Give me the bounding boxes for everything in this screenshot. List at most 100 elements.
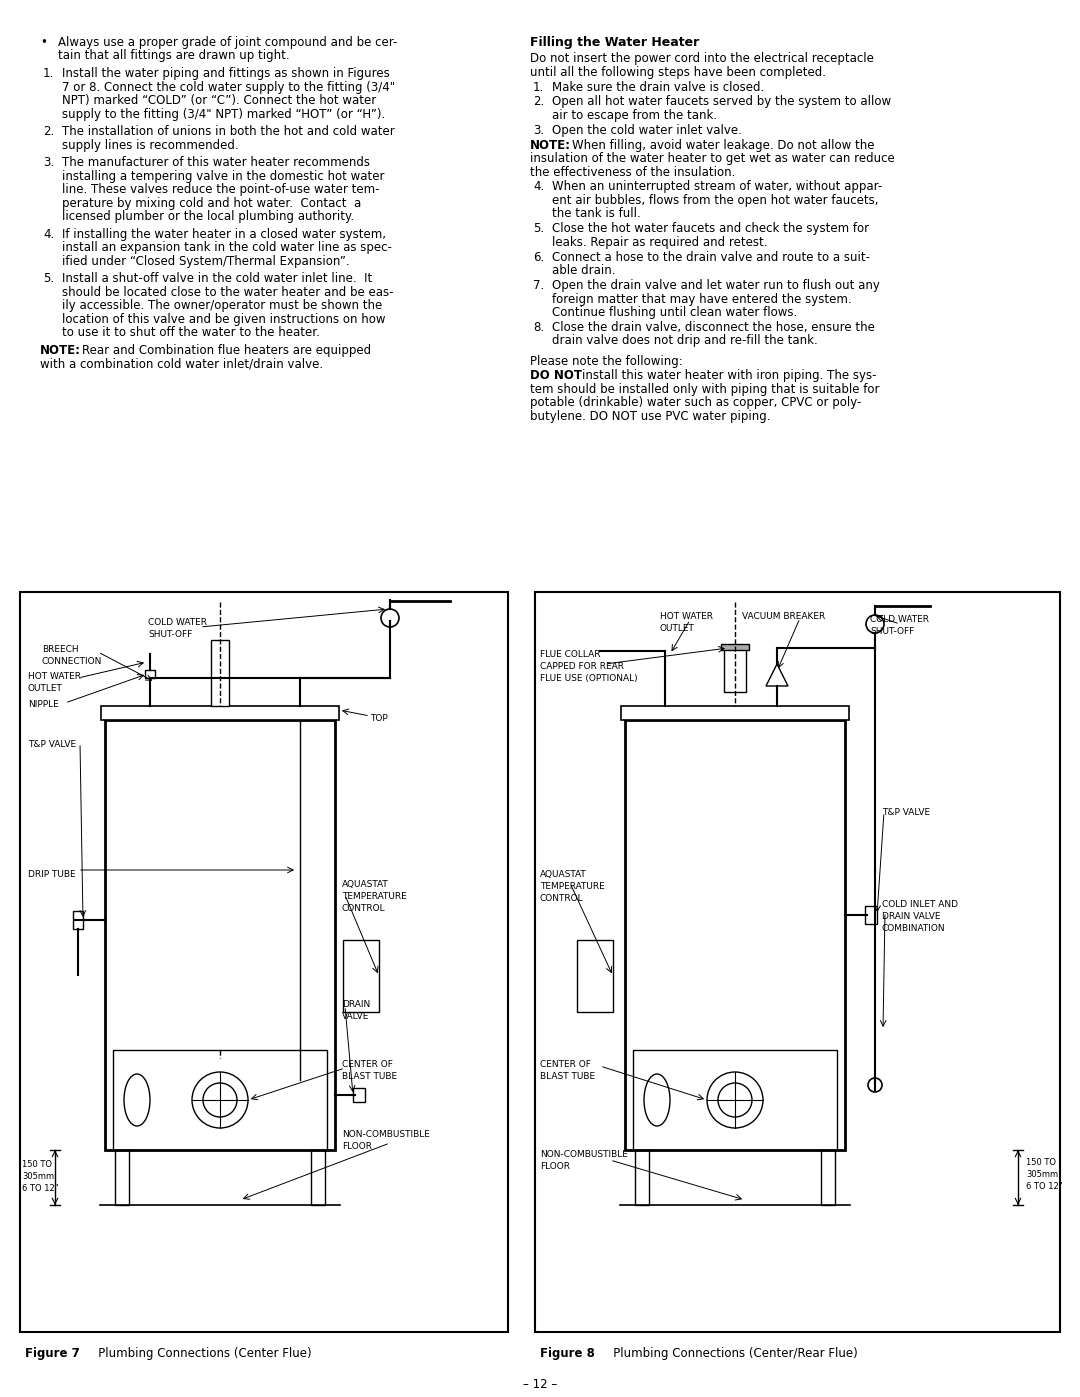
Text: tem should be installed only with piping that is suitable for: tem should be installed only with piping… <box>530 383 879 395</box>
Text: with a combination cold water inlet/drain valve.: with a combination cold water inlet/drai… <box>40 358 323 370</box>
Text: Figure 8: Figure 8 <box>540 1347 595 1361</box>
Text: 5.: 5. <box>534 222 544 235</box>
Bar <box>633 1051 837 1150</box>
Text: Close the drain valve, disconnect the hose, ensure the: Close the drain valve, disconnect the ho… <box>552 321 875 334</box>
Text: If installing the water heater in a closed water system,: If installing the water heater in a clos… <box>62 228 386 240</box>
Text: until all the following steps have been completed.: until all the following steps have been … <box>530 66 826 78</box>
Text: CAPPED FOR REAR: CAPPED FOR REAR <box>540 662 624 671</box>
Text: install an expansion tank in the cold water line as spec-: install an expansion tank in the cold wa… <box>62 242 392 254</box>
Text: 6.: 6. <box>534 250 544 264</box>
Text: install this water heater with iron piping. The sys-: install this water heater with iron pipi… <box>582 369 877 383</box>
Text: ent air bubbles, flows from the open hot water faucets,: ent air bubbles, flows from the open hot… <box>552 194 878 207</box>
Text: AQUASTAT: AQUASTAT <box>540 870 586 879</box>
Text: DRAIN: DRAIN <box>342 1000 370 1009</box>
Text: COLD WATER: COLD WATER <box>870 615 929 624</box>
Bar <box>635 1150 649 1206</box>
Bar <box>311 1150 325 1206</box>
Text: 4.: 4. <box>534 180 544 193</box>
Bar <box>343 940 379 1011</box>
Bar <box>145 671 156 678</box>
Text: VACUUM BREAKER: VACUUM BREAKER <box>742 612 825 622</box>
Text: FLOOR: FLOOR <box>540 1162 570 1171</box>
Text: 1.: 1. <box>43 67 54 80</box>
Text: drain valve does not drip and re-fill the tank.: drain valve does not drip and re-fill th… <box>552 334 818 348</box>
Text: butylene. DO NOT use PVC water piping.: butylene. DO NOT use PVC water piping. <box>530 409 770 423</box>
Text: NOTE:: NOTE: <box>530 138 571 152</box>
Text: When an uninterrupted stream of water, without appar-: When an uninterrupted stream of water, w… <box>552 180 882 193</box>
Text: BREECH: BREECH <box>42 645 79 654</box>
Text: supply to the fitting (3/4" NPT) marked “HOT” (or “H”).: supply to the fitting (3/4" NPT) marked … <box>62 108 386 120</box>
Text: DRAIN VALVE: DRAIN VALVE <box>882 912 941 921</box>
Text: insulation of the water heater to get wet as water can reduce: insulation of the water heater to get we… <box>530 152 894 165</box>
Bar <box>577 940 613 1011</box>
Text: 150 TO: 150 TO <box>1026 1158 1056 1166</box>
Text: CONTROL: CONTROL <box>342 904 386 914</box>
Text: NON-COMBUSTIBLE: NON-COMBUSTIBLE <box>342 1130 430 1139</box>
Text: Install a shut-off valve in the cold water inlet line.  It: Install a shut-off valve in the cold wat… <box>62 272 373 285</box>
Text: NIPPLE: NIPPLE <box>28 700 58 710</box>
Bar <box>721 644 750 650</box>
Text: •: • <box>40 36 46 49</box>
Text: 3.: 3. <box>534 124 544 137</box>
Text: FLOOR: FLOOR <box>342 1141 372 1151</box>
Text: Rear and Combination flue heaters are equipped: Rear and Combination flue heaters are eq… <box>82 344 372 356</box>
Text: COLD WATER: COLD WATER <box>148 617 207 627</box>
Text: DRIP TUBE: DRIP TUBE <box>28 870 76 879</box>
Bar <box>821 1150 835 1206</box>
Text: Make sure the drain valve is closed.: Make sure the drain valve is closed. <box>552 81 765 94</box>
Text: 305mm: 305mm <box>22 1172 54 1180</box>
Text: Close the hot water faucets and check the system for: Close the hot water faucets and check th… <box>552 222 869 235</box>
Text: CONNECTION: CONNECTION <box>42 657 103 666</box>
Text: HOT WATER: HOT WATER <box>660 612 713 622</box>
Text: supply lines is recommended.: supply lines is recommended. <box>62 138 239 152</box>
Text: Plumbing Connections (Center/Rear Flue): Plumbing Connections (Center/Rear Flue) <box>602 1347 858 1361</box>
Text: line. These valves reduce the point-of-use water tem-: line. These valves reduce the point-of-u… <box>62 183 379 196</box>
Text: Figure 7: Figure 7 <box>25 1347 80 1361</box>
Text: AQUASTAT: AQUASTAT <box>342 880 389 888</box>
Text: Open the cold water inlet valve.: Open the cold water inlet valve. <box>552 124 742 137</box>
Text: SHUT-OFF: SHUT-OFF <box>148 630 192 638</box>
Text: CENTER OF: CENTER OF <box>540 1060 591 1069</box>
Text: ified under “Closed System/Thermal Expansion”.: ified under “Closed System/Thermal Expan… <box>62 254 350 268</box>
Text: foreign matter that may have entered the system.: foreign matter that may have entered the… <box>552 292 852 306</box>
Text: Continue flushing until clean water flows.: Continue flushing until clean water flow… <box>552 306 797 319</box>
Text: the effectiveness of the insulation.: the effectiveness of the insulation. <box>530 166 735 179</box>
Text: installing a tempering valve in the domestic hot water: installing a tempering valve in the dome… <box>62 169 384 183</box>
Bar <box>73 911 83 929</box>
Text: 2.: 2. <box>43 126 54 138</box>
Bar <box>113 1051 327 1150</box>
Text: air to escape from the tank.: air to escape from the tank. <box>552 109 717 122</box>
Bar <box>625 719 845 1150</box>
Text: 4.: 4. <box>43 228 54 240</box>
Text: NON-COMBUSTIBLE: NON-COMBUSTIBLE <box>540 1150 627 1160</box>
Text: CENTER OF: CENTER OF <box>342 1060 393 1069</box>
Text: Always use a proper grade of joint compound and be cer-: Always use a proper grade of joint compo… <box>58 36 397 49</box>
Text: Open all hot water faucets served by the system to allow: Open all hot water faucets served by the… <box>552 95 891 109</box>
Text: SHUT-OFF: SHUT-OFF <box>870 627 915 636</box>
Text: able drain.: able drain. <box>552 264 616 277</box>
Text: Filling the Water Heater: Filling the Water Heater <box>530 36 699 49</box>
Text: Plumbing Connections (Center Flue): Plumbing Connections (Center Flue) <box>87 1347 312 1361</box>
Text: Connect a hose to the drain valve and route to a suit-: Connect a hose to the drain valve and ro… <box>552 250 870 264</box>
Text: – 12 –: – 12 – <box>523 1377 557 1391</box>
Text: TOP: TOP <box>370 714 388 724</box>
Text: OUTLET: OUTLET <box>660 624 694 633</box>
Text: the tank is full.: the tank is full. <box>552 207 640 221</box>
Text: Open the drain valve and let water run to flush out any: Open the drain valve and let water run t… <box>552 279 880 292</box>
Bar <box>353 1088 365 1102</box>
Text: perature by mixing cold and hot water.  Contact  a: perature by mixing cold and hot water. C… <box>62 197 361 210</box>
Bar <box>724 645 746 692</box>
Text: 6 TO 12": 6 TO 12" <box>22 1185 58 1193</box>
Text: T&P VALVE: T&P VALVE <box>28 740 76 749</box>
Text: 3.: 3. <box>43 156 54 169</box>
Bar <box>105 719 335 1150</box>
Text: VALVE: VALVE <box>342 1011 369 1021</box>
Text: Do not insert the power cord into the electrical receptacle: Do not insert the power cord into the el… <box>530 52 874 66</box>
Text: COLD INLET AND: COLD INLET AND <box>882 900 958 909</box>
Text: tain that all fittings are drawn up tight.: tain that all fittings are drawn up tigh… <box>58 49 289 63</box>
Text: Install the water piping and fittings as shown in Figures: Install the water piping and fittings as… <box>62 67 390 80</box>
Text: 305mm: 305mm <box>1026 1171 1058 1179</box>
Text: Please note the following:: Please note the following: <box>530 355 683 367</box>
Text: When filling, avoid water leakage. Do not allow the: When filling, avoid water leakage. Do no… <box>572 138 875 152</box>
Text: COMBINATION: COMBINATION <box>882 923 946 933</box>
